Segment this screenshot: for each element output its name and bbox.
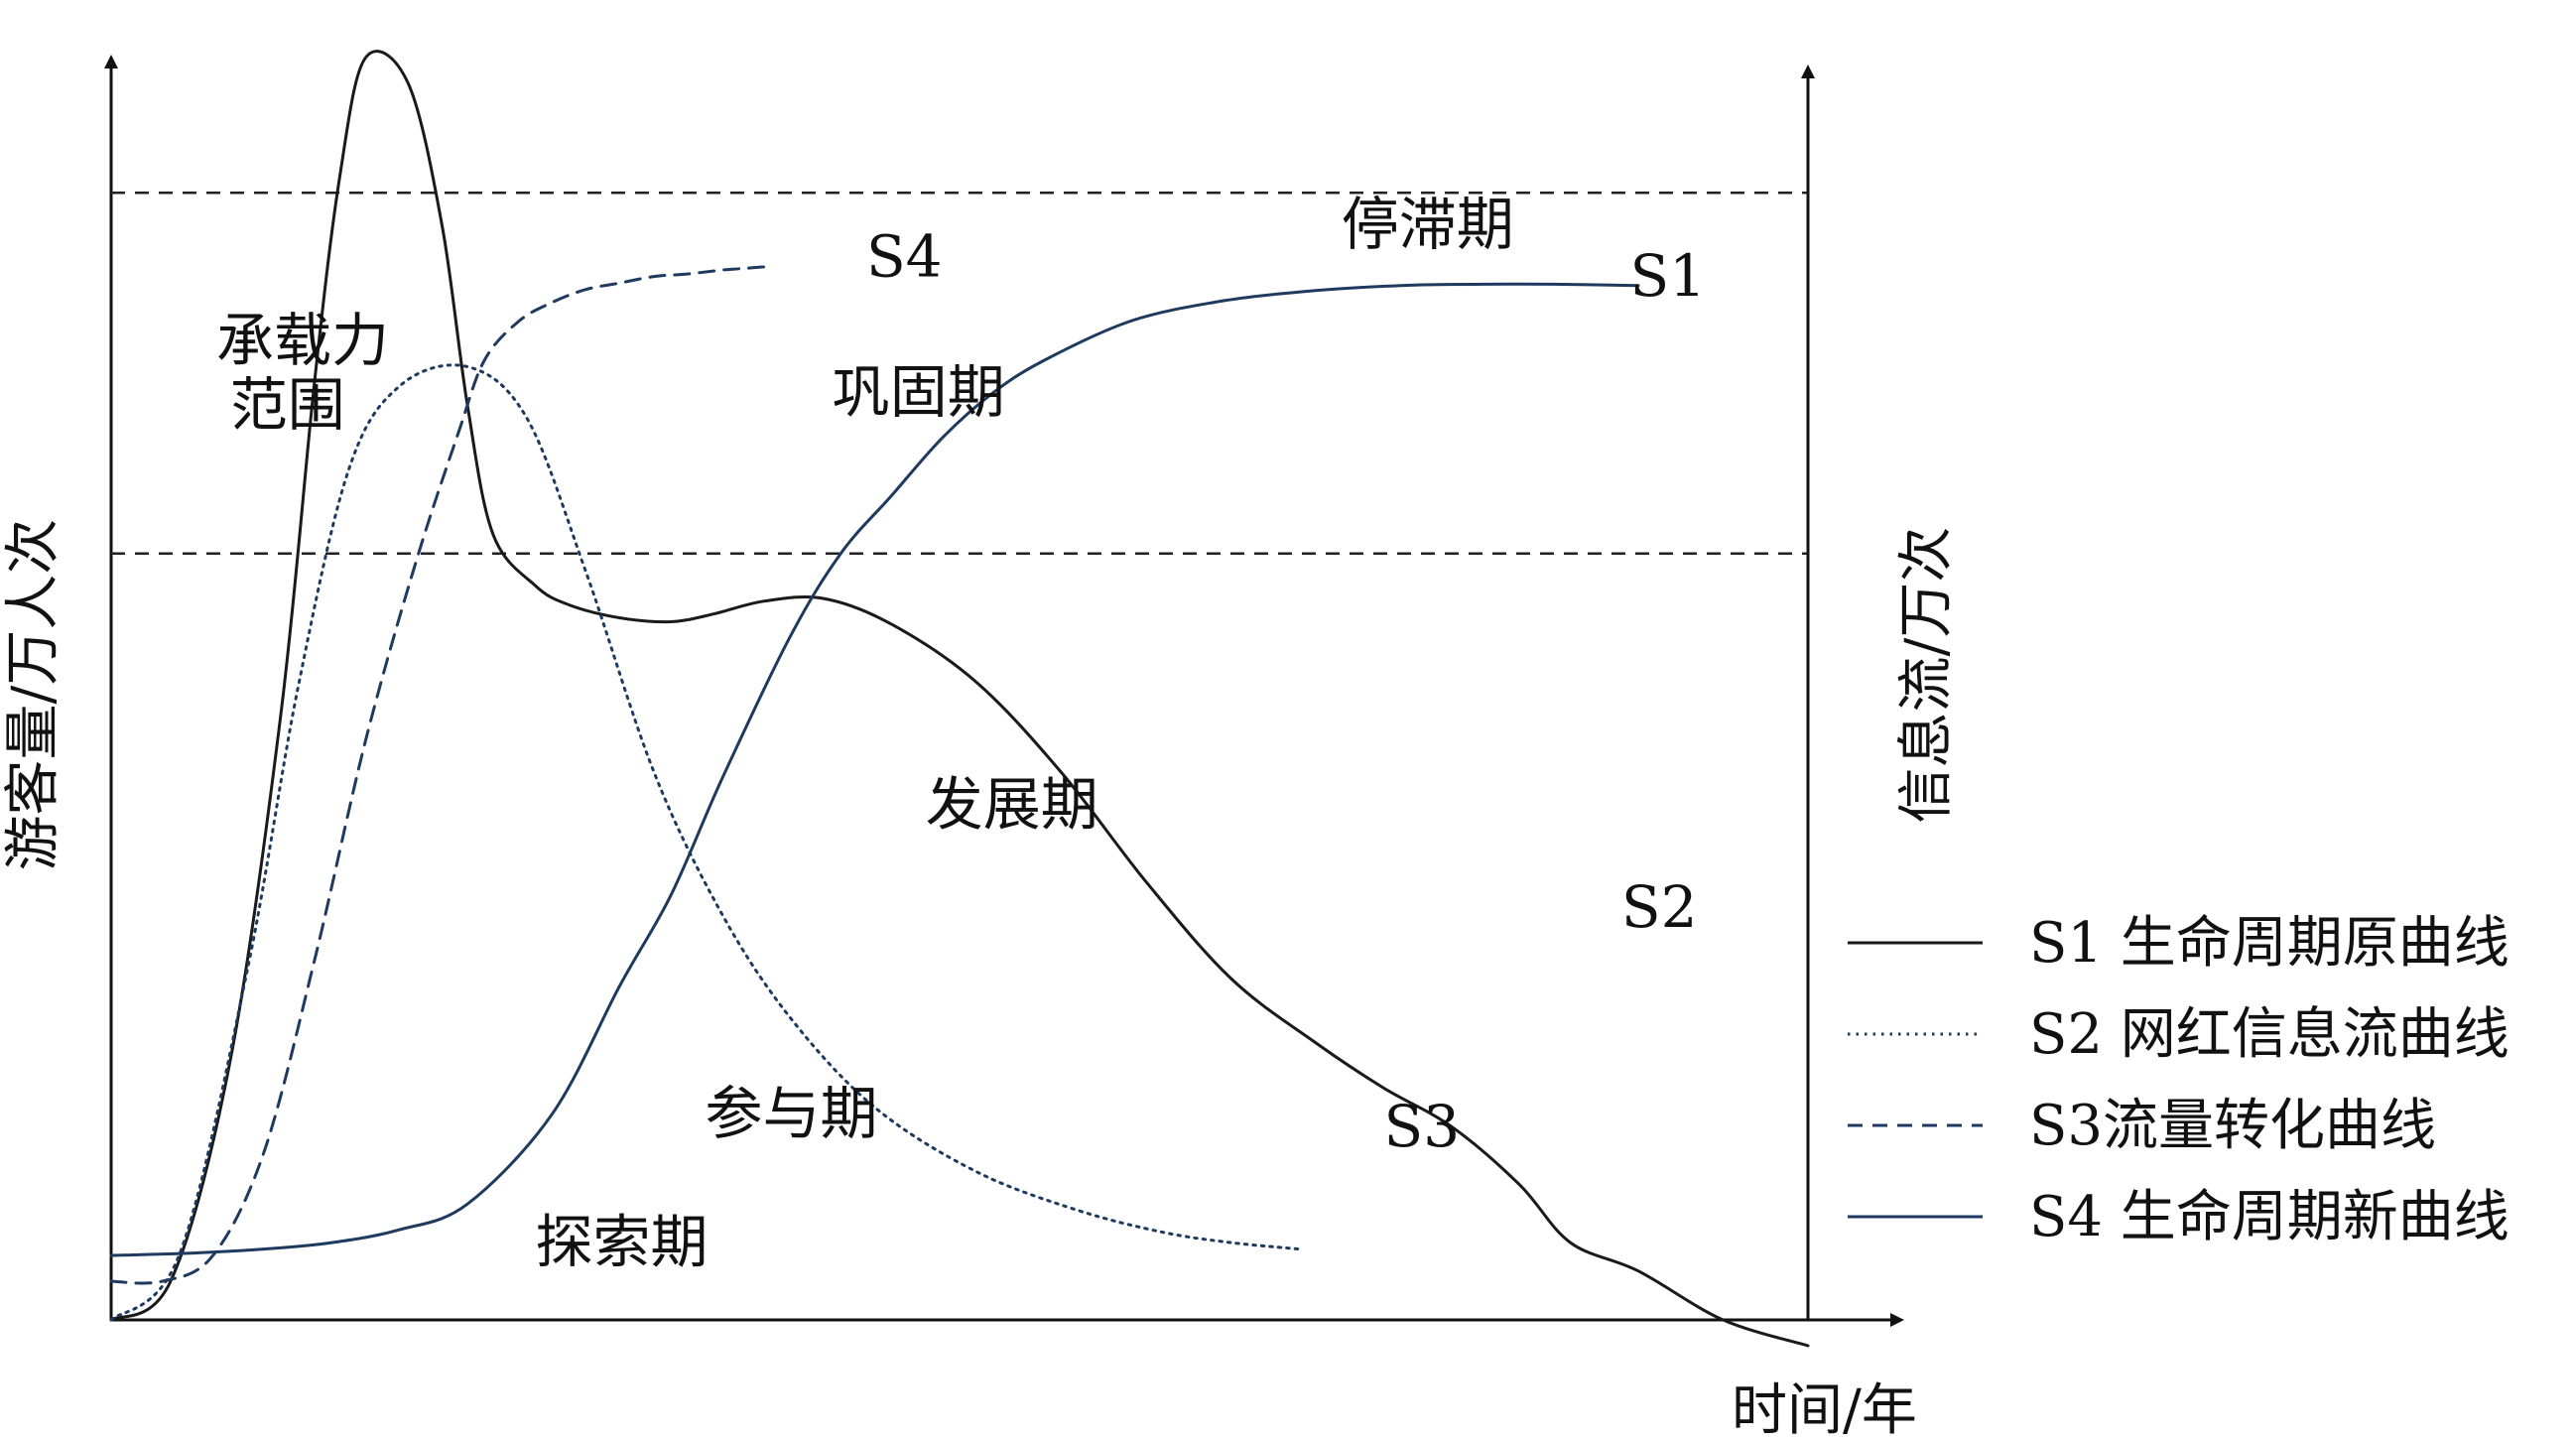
annotation-2: 范围 (230, 371, 345, 439)
series-line-2 (109, 363, 1301, 1322)
legend-label-3: S3流量转化曲线 (2029, 1094, 2436, 1158)
annotation-10: S3 (1384, 1093, 1461, 1160)
annotation-9: S2 (1621, 873, 1698, 941)
x-axis-label: 时间/年 (1732, 1378, 1917, 1440)
legend-label-4: S4 生命周期新曲线 (2029, 1185, 2510, 1249)
series-line-3 (109, 264, 775, 1285)
annotation-3: 停滞期 (1342, 191, 1514, 258)
y-axis-label-left: 游客量/万人次 (1, 519, 65, 871)
series-line-4 (109, 282, 1640, 1257)
annotation-1: 承载力 (216, 307, 389, 374)
annotation-6: 参与期 (706, 1080, 878, 1147)
legend-label-1: S1 生命周期原曲线 (2029, 911, 2510, 976)
y-axis-label-right: 信息流/万次 (1894, 527, 1959, 824)
annotation-4: 巩固期 (833, 358, 1005, 426)
legend-label-2: S2 网红信息流曲线 (2029, 1002, 2510, 1067)
series-line-1 (109, 50, 1810, 1348)
annotation-7: 探索期 (536, 1209, 708, 1276)
plot-frame (104, 55, 1904, 1327)
annotation-8: S1 (1629, 242, 1706, 310)
legend: S1 生命周期原曲线 S2 网红信息流曲线 S3流量转化曲线 S4 生命周期新曲线 (1848, 911, 2510, 1249)
annotation-5: 发展期 (926, 770, 1098, 838)
series-group (109, 50, 1810, 1348)
reference-lines (111, 192, 1808, 555)
annotation-11: S4 (866, 223, 943, 291)
